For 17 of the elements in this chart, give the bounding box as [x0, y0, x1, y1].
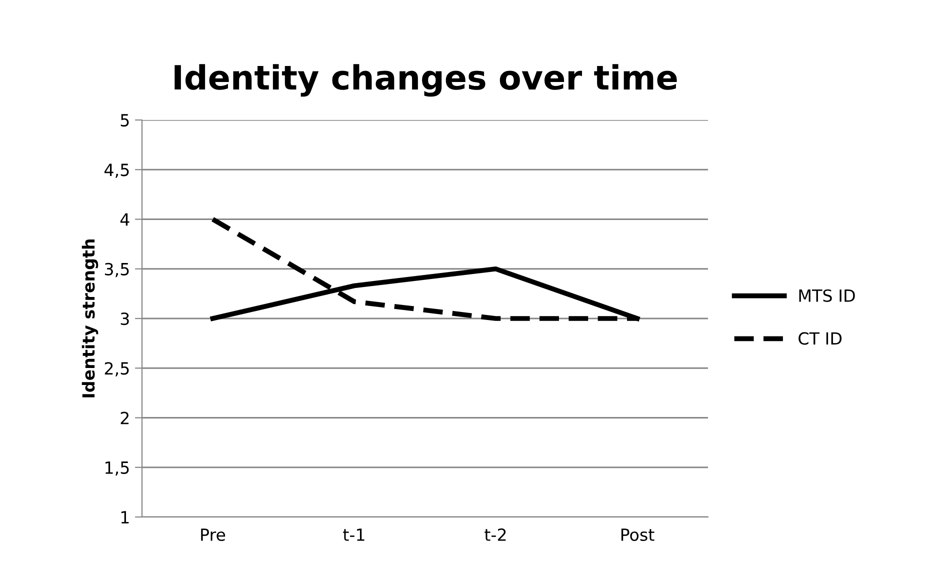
y-axis-title: Identity strength — [82, 239, 98, 398]
y-tick-label: 3,5 — [104, 262, 129, 278]
x-tick-label: t-2 — [484, 528, 506, 541]
y-tick-label: 2,5 — [104, 362, 129, 376]
x-tick-label: Pre — [201, 528, 226, 542]
chart-title: Identity changes over time — [174, 64, 677, 97]
y-tick-label: 2 — [120, 412, 129, 424]
y-tick-label: 4 — [120, 213, 130, 226]
y-tick-label: 5 — [120, 114, 129, 127]
y-tick-label: 4,5 — [104, 164, 129, 178]
y-tick-label: 1,5 — [106, 462, 129, 476]
legend-label: CT ID — [798, 332, 842, 345]
legend-label: MTS ID — [799, 289, 855, 302]
x-tick-label: Post — [621, 528, 654, 542]
y-tick-label: 3 — [120, 312, 129, 326]
x-tick-label: t-1 — [343, 528, 364, 541]
y-tick-label: 1 — [121, 511, 129, 524]
